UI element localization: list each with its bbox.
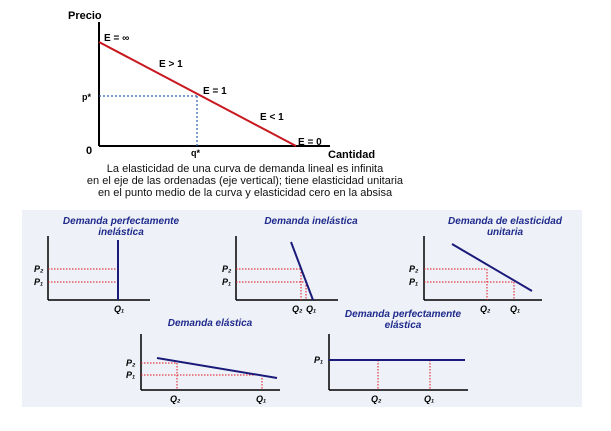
x-axis-label: Cantidad <box>328 149 375 161</box>
p-star-label: p* <box>82 92 91 102</box>
chart-perfectly-inelastic: Demanda perfectamente inelástica P₂ P₁ Q… <box>34 216 180 314</box>
origin-label: 0 <box>86 145 92 157</box>
chart-elastic: Demanda elástica P₂ P₁ Q₂ Q₁ <box>126 318 280 404</box>
p1-label: P₁ <box>409 277 418 287</box>
chart-title: Demanda elástica <box>168 318 253 329</box>
chart-title: Demanda inelástica <box>264 216 358 227</box>
chart-title: elástica <box>385 320 422 331</box>
chart-inelastic: Demanda inelástica P₂ P₁ Q₂ Q₁ <box>222 216 358 314</box>
demand-line <box>98 41 297 147</box>
annotation-e-equal-1: E = 1 <box>203 86 227 97</box>
p2-label: P₂ <box>126 358 136 368</box>
caption-line: en el eje de las ordenadas (eje vertical… <box>86 175 404 187</box>
elasticity-types-panel: Demanda perfectamente inelástica P₂ P₁ Q… <box>22 210 582 407</box>
annotation-e-greater-1: E > 1 <box>159 59 183 70</box>
small-charts-svg: Demanda perfectamente inelástica P₂ P₁ Q… <box>34 216 563 404</box>
q2-label: Q₂ <box>292 304 303 314</box>
p2-label: P₂ <box>222 264 232 274</box>
chart-title: Demanda de elasticidad <box>448 216 563 227</box>
p1-label: P₁ <box>314 355 323 365</box>
figure-caption: La elasticidad de una curva de demanda l… <box>30 163 460 199</box>
y-axis-label: Precio <box>68 10 102 22</box>
chart-unitary: Demanda de elasticidad unitaria P₂ P₁ Q₂… <box>409 216 563 314</box>
p2-label: P₂ <box>34 264 44 274</box>
q1-label: Q₁ <box>256 394 266 404</box>
q2-label: Q₂ <box>170 394 181 404</box>
q1-label: Q₁ <box>510 304 520 314</box>
p1-label: P₁ <box>34 277 43 287</box>
p2-label: P₂ <box>409 264 419 274</box>
demand-curve <box>156 357 278 379</box>
q2-label: Q₂ <box>480 304 491 314</box>
demand-curve <box>451 243 533 292</box>
chart-title: inelástica <box>98 227 144 238</box>
annotation-e-infinite: E = ∞ <box>104 33 129 44</box>
caption-line: en el punto medio de la curva y elastici… <box>97 187 393 199</box>
caption-line: La elasticidad de una curva de demanda l… <box>106 163 384 175</box>
main-chart-svg: Precio Cantidad 0 p* q* E = ∞ E > 1 E = … <box>68 10 375 161</box>
demand-curve <box>290 241 314 301</box>
p1-label: P₁ <box>126 370 135 380</box>
chart-title: Demanda perfectamente <box>345 309 462 320</box>
q1-label: Q₁ <box>114 304 124 314</box>
annotation-e-less-1: E < 1 <box>260 112 284 123</box>
chart-title: unitaria <box>487 227 524 238</box>
annotation-e-zero: E = 0 <box>298 137 322 148</box>
q1-label: Q₁ <box>424 394 434 404</box>
linear-demand-elasticity-figure: Precio Cantidad 0 p* q* E = ∞ E > 1 E = … <box>0 0 611 200</box>
p1-label: P₁ <box>222 277 231 287</box>
chart-perfectly-elastic: Demanda perfectamente elástica P₁ Q₂ Q₁ <box>314 309 468 404</box>
q-star-label: q* <box>191 148 200 158</box>
q2-label: Q₂ <box>371 394 382 404</box>
chart-title: Demanda perfectamente <box>63 216 180 227</box>
q1-label: Q₁ <box>306 304 316 314</box>
